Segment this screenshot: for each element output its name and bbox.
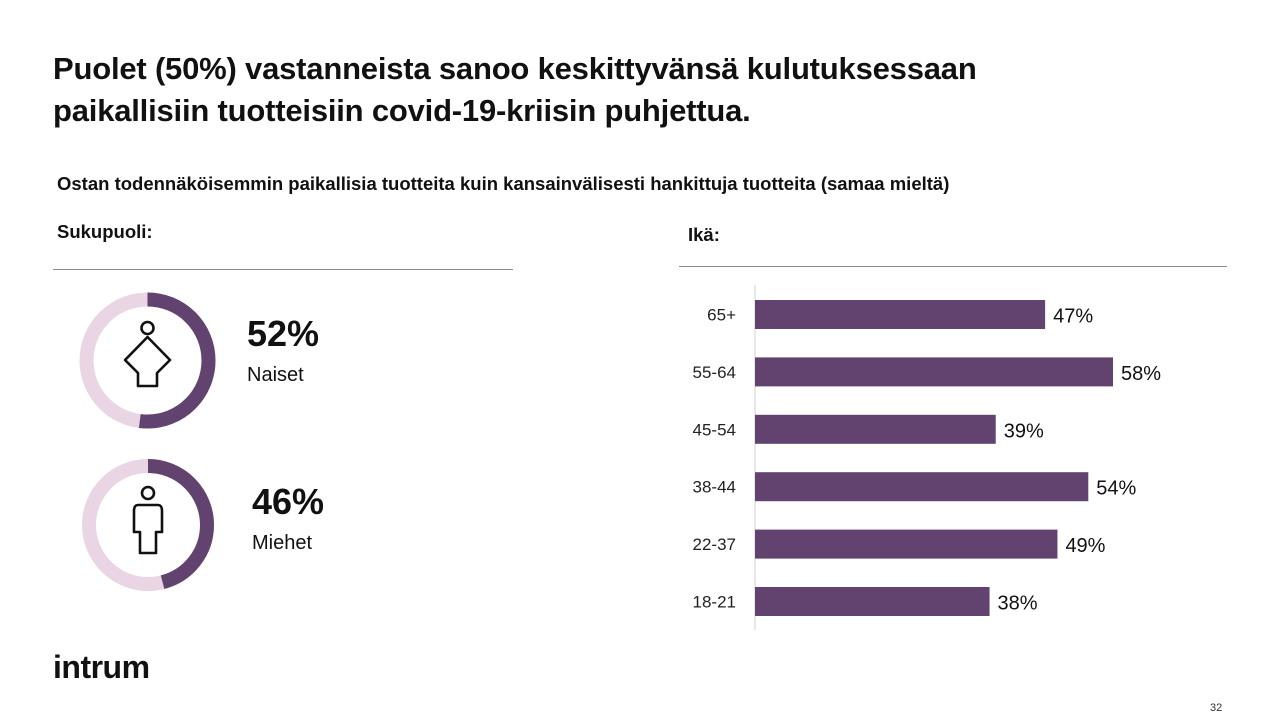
page-number: 32: [1210, 702, 1223, 714]
chart-subtitle: Ostan todennäköisemmin paikallisia tuott…: [57, 173, 950, 194]
age-bar: [755, 472, 1089, 502]
women-percentage: 52%: [247, 313, 320, 354]
age-category-label: 38-44: [693, 478, 736, 497]
age-bar: [755, 587, 990, 616]
age-bar: [755, 300, 1046, 329]
man-icon: [132, 485, 164, 555]
men-label: Miehet: [252, 532, 313, 554]
age-category-label: 22-37: [693, 535, 736, 554]
age-category-label: 65+: [707, 306, 736, 325]
page-title: Puolet (50%) vastanneista sanoo keskitty…: [53, 48, 1173, 132]
age-category-label: 45-54: [693, 420, 736, 439]
age-bar: [755, 414, 996, 444]
intrum-logo: intrum: [53, 649, 150, 685]
age-bar-value-label: 54%: [1096, 478, 1136, 500]
age-bar: [755, 357, 1113, 387]
gender-section-label: Sukupuoli:: [57, 221, 153, 242]
gender-divider: [53, 269, 513, 270]
women-donut-arc: [79, 292, 216, 429]
women-donut-chart: [79, 292, 216, 429]
men-donut-chart: [82, 459, 214, 591]
age-bar-value-label: 39%: [1004, 420, 1044, 442]
woman-icon: [123, 320, 172, 388]
title-line-1: Puolet (50%) vastanneista sanoo keskitty…: [53, 51, 977, 86]
age-category-label: 18-21: [693, 593, 736, 612]
age-category-label: 55-64: [693, 363, 736, 382]
women-label: Naiset: [247, 364, 304, 386]
age-bar-value-label: 58%: [1121, 363, 1161, 385]
men-donut-arc: [82, 459, 214, 591]
age-bar: [755, 529, 1058, 559]
age-bar-value-label: 47%: [1053, 306, 1093, 328]
title-line-2: paikallisiin tuotteisiin covid-19-kriisi…: [53, 93, 751, 128]
age-bar-value-label: 49%: [1065, 535, 1105, 557]
age-bar-value-label: 38%: [998, 593, 1038, 615]
age-section-label: Ikä:: [688, 224, 720, 245]
age-divider: [679, 266, 1227, 267]
age-bar-chart: 65+ 47% 55-64 58% 45-54 39% 38-44 54% 22-37 49% 18…: [693, 285, 1161, 630]
men-percentage: 46%: [252, 481, 325, 522]
